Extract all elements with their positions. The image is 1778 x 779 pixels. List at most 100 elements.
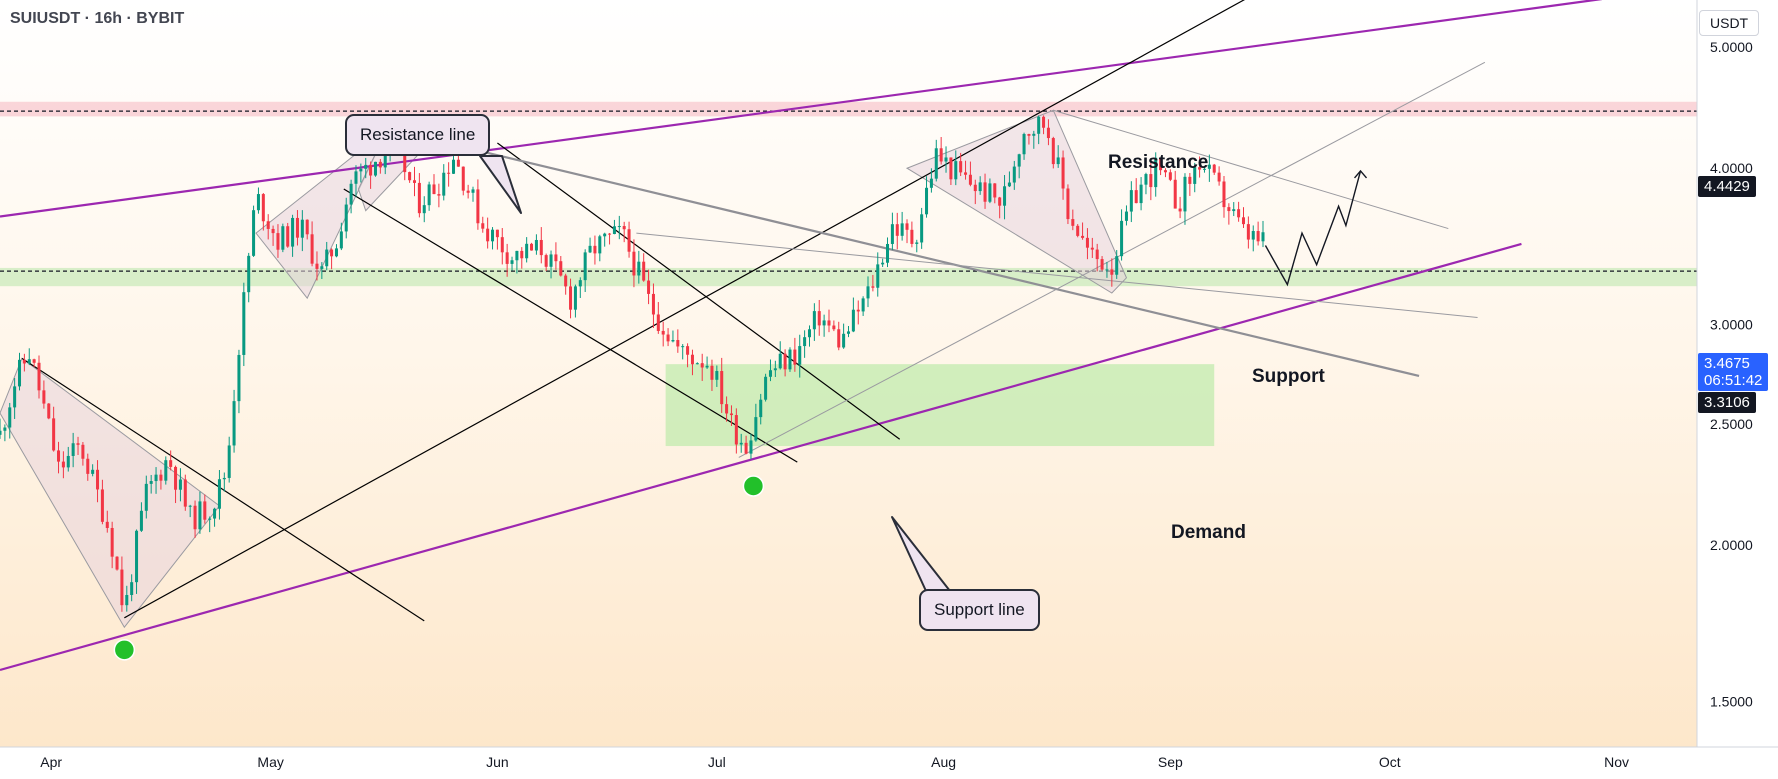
trendline-8 <box>636 232 1478 318</box>
candle <box>349 179 353 214</box>
candle <box>578 277 582 298</box>
candle <box>476 179 480 230</box>
candle <box>729 405 733 427</box>
candle-body <box>1198 167 1202 170</box>
candle-body <box>603 233 607 237</box>
candle <box>754 403 758 442</box>
candle-body <box>817 311 821 326</box>
support-line-callout[interactable]: Support line <box>919 589 1040 631</box>
candle <box>339 222 343 251</box>
last-price-tag: 3.4675 06:51:42 <box>1698 353 1769 391</box>
candle <box>330 248 334 270</box>
candle <box>183 474 187 511</box>
candle <box>432 174 436 195</box>
candle-body <box>959 161 963 173</box>
candle-body <box>754 417 758 441</box>
candle <box>417 173 421 218</box>
candle <box>227 436 231 483</box>
candle <box>720 357 724 413</box>
candle <box>169 450 173 471</box>
support-price-tag: 3.3106 <box>1698 392 1756 413</box>
candle-body <box>729 413 733 416</box>
candle-body <box>8 407 12 428</box>
candle <box>559 256 563 277</box>
candle-body <box>593 245 597 254</box>
candle <box>310 221 314 267</box>
candle <box>1100 256 1104 271</box>
candle <box>705 356 709 369</box>
candle-body <box>1066 188 1070 220</box>
candle-body <box>827 320 831 326</box>
chart-title[interactable]: SUIUSDT · 16h · BYBIT <box>10 10 185 27</box>
candle-body <box>281 226 285 250</box>
candle <box>261 193 265 231</box>
x-tick-label: Jul <box>708 754 726 770</box>
candle-body <box>530 243 534 251</box>
candle-body <box>437 194 441 196</box>
candle <box>671 330 675 343</box>
candle <box>925 176 929 218</box>
candle-body <box>91 469 95 474</box>
candle-body <box>1149 174 1153 188</box>
candle <box>13 378 17 419</box>
candle-body <box>1256 231 1260 242</box>
resistance-line-callout[interactable]: Resistance line <box>345 114 491 156</box>
candle <box>1163 168 1167 178</box>
candle <box>1212 163 1216 175</box>
candle-body <box>583 252 587 281</box>
candle-body <box>749 440 753 454</box>
candle-body <box>651 293 655 315</box>
candle <box>866 276 870 308</box>
candle-body <box>778 353 782 369</box>
candle-body <box>612 226 616 235</box>
currency-unit-button[interactable]: USDT <box>1699 10 1760 36</box>
candle-body <box>217 479 221 509</box>
candle-body <box>851 309 855 332</box>
candle <box>237 349 241 414</box>
candle-body <box>461 166 465 191</box>
zone-support <box>0 267 1697 287</box>
candle <box>422 196 426 223</box>
y-tick-label: 2.0000 <box>1710 537 1753 553</box>
candle-body <box>125 594 129 606</box>
candle <box>1076 224 1080 238</box>
candle <box>617 215 621 240</box>
candle-body <box>915 242 919 244</box>
candle-body <box>866 286 870 299</box>
candle-body <box>378 161 382 168</box>
candle-body <box>417 182 421 214</box>
candle-body <box>174 466 178 490</box>
candle <box>846 325 851 338</box>
candle-body <box>676 340 680 347</box>
candle <box>603 232 607 247</box>
candle <box>1017 153 1021 179</box>
candle-body <box>198 501 202 530</box>
candle <box>700 353 704 381</box>
candle <box>1227 203 1231 225</box>
candle <box>783 349 787 377</box>
candle <box>817 299 821 336</box>
candle-body <box>525 243 529 259</box>
candle <box>842 323 846 349</box>
candle <box>86 453 90 481</box>
candle-body <box>637 261 641 276</box>
candle-body <box>666 334 670 342</box>
candle <box>1066 184 1070 225</box>
candle-body <box>1193 167 1197 184</box>
candle <box>1154 152 1158 197</box>
candle <box>486 217 490 249</box>
candle-body <box>661 330 665 335</box>
candle <box>622 221 626 243</box>
resistance-zone-label: Resistance <box>1108 152 1209 173</box>
candle-body <box>412 180 417 183</box>
candle <box>1246 216 1250 249</box>
candle-body <box>944 157 948 162</box>
candle-body <box>310 234 314 264</box>
candle <box>881 258 885 268</box>
candle-body <box>598 236 602 254</box>
candle <box>539 227 543 264</box>
candle <box>1012 160 1016 190</box>
zone-demand <box>665 364 1215 447</box>
candle <box>944 146 948 173</box>
